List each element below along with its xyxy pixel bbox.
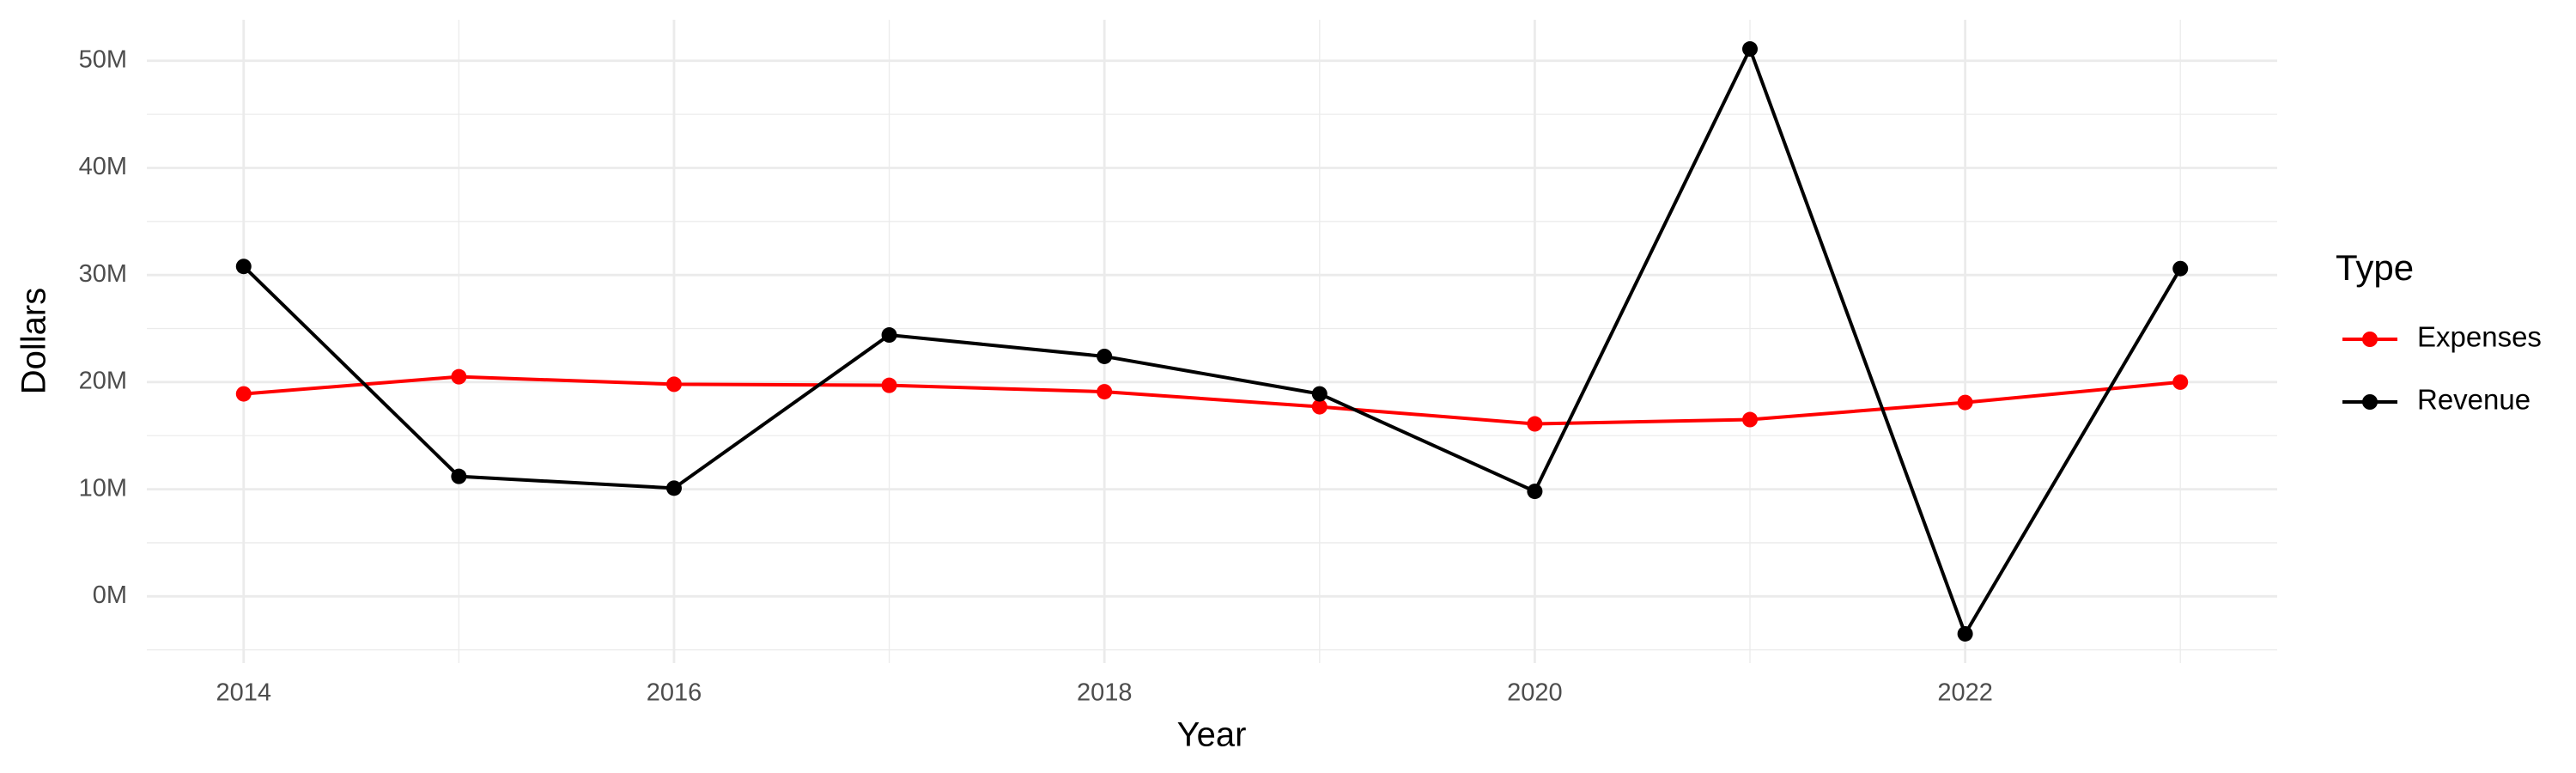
y-tick-label: 40M: [79, 153, 127, 180]
data-point: [665, 480, 682, 496]
y-tick-label: 0M: [93, 581, 127, 609]
data-point: [1097, 348, 1113, 364]
y-tick-label: 10M: [79, 474, 127, 502]
data-point: [235, 386, 252, 402]
legend-title: Type: [2336, 247, 2414, 288]
grid: [147, 20, 2277, 663]
x-tick-label: 2020: [1507, 679, 1563, 707]
y-axis-title: Dollars: [15, 288, 53, 394]
y-tick-label: 50M: [79, 46, 127, 73]
x-axis-title: Year: [1177, 716, 1247, 754]
data-point: [2172, 260, 2189, 277]
y-tick-label: 20M: [79, 368, 127, 395]
data-point: [1097, 384, 1113, 400]
legend-label: Expenses: [2417, 321, 2542, 353]
legend-label: Revenue: [2417, 384, 2530, 416]
data-point: [1957, 394, 1973, 411]
x-tick-label: 2018: [1077, 679, 1133, 707]
data-point: [1742, 411, 1759, 428]
data-point: [881, 327, 897, 344]
data-point: [665, 376, 682, 393]
y-tick-label: 30M: [79, 260, 127, 288]
data-point: [235, 259, 252, 275]
data-point: [451, 368, 467, 385]
legend-swatch-point: [2362, 394, 2378, 410]
x-tick-label: 2014: [216, 679, 272, 707]
data-point: [1527, 416, 1543, 432]
plot-marks: [235, 41, 2189, 642]
data-point: [881, 377, 897, 393]
data-point: [1957, 625, 1973, 642]
data-point: [1311, 386, 1327, 402]
x-tick-label: 2022: [1937, 679, 1993, 707]
series-line: [243, 374, 2181, 426]
legend-swatch-point: [2362, 332, 2378, 347]
x-tick-label: 2016: [647, 679, 702, 707]
data-point: [2172, 374, 2189, 390]
data-point: [451, 468, 467, 484]
data-point: [1742, 41, 1759, 58]
data-point: [1311, 399, 1327, 415]
data-point: [1527, 484, 1543, 500]
series-line: [242, 44, 2182, 638]
